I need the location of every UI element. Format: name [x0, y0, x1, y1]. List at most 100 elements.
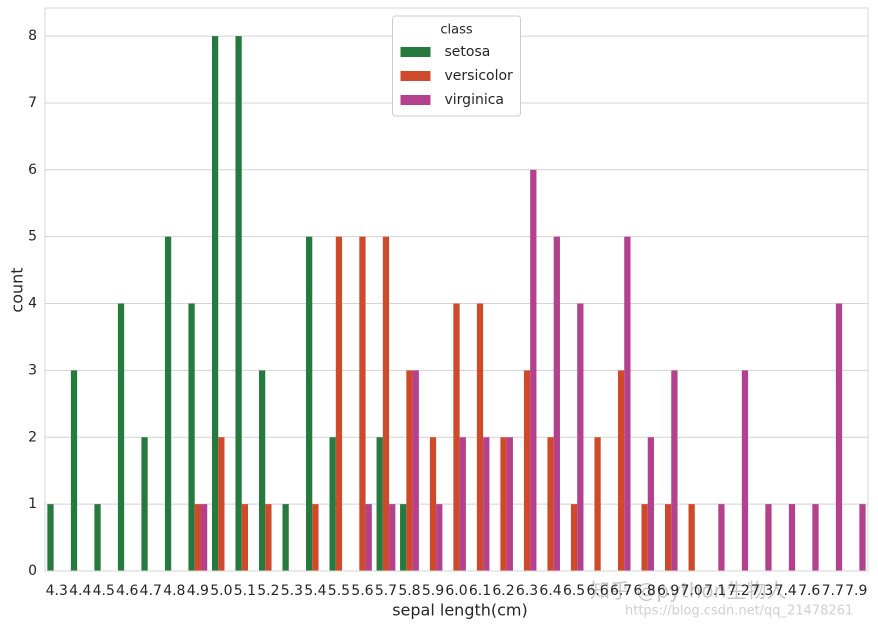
bar: [164, 236, 172, 572]
bar: [211, 36, 219, 572]
legend-title: class: [440, 23, 472, 38]
x-tick-label: 4.4: [69, 583, 91, 599]
bar: [476, 303, 484, 571]
x-tick-label: 5.9: [422, 583, 444, 599]
y-tick-label: 8: [28, 28, 37, 44]
bar: [812, 504, 819, 571]
y-tick-label: 0: [28, 563, 37, 579]
bar: [365, 504, 372, 571]
x-tick-label: 6.2: [492, 583, 514, 599]
bar: [94, 504, 101, 571]
bar: [218, 437, 225, 571]
bar: [547, 437, 554, 571]
y-tick-label: 4: [28, 296, 37, 312]
legend-swatch: [400, 71, 431, 81]
x-tick-label: 6.5: [563, 583, 585, 599]
x-tick-label: 4.8: [163, 583, 185, 599]
bar: [282, 504, 289, 571]
x-axis-label: sepal length(cm): [392, 601, 528, 620]
y-tick-label: 3: [28, 362, 37, 378]
bar: [647, 437, 655, 571]
bar: [506, 437, 513, 571]
x-tick-label: 6.4: [539, 583, 561, 599]
bar: [241, 504, 249, 571]
legend-label: virginica: [445, 92, 505, 108]
legend: class setosa versicolor virginica: [392, 15, 521, 117]
bar: [47, 504, 54, 571]
x-tick-label: 5.5: [328, 583, 350, 599]
bar: [835, 303, 843, 571]
x-tick-label: 5.0: [210, 583, 232, 599]
plot-frame: [44, 7, 869, 572]
x-tick-label: 6.1: [469, 583, 491, 599]
legend-frame: [392, 15, 521, 117]
x-tick-label: 6.3: [516, 583, 538, 599]
y-tick-label: 1: [28, 496, 37, 512]
bar: [553, 236, 560, 572]
bar: [459, 437, 466, 571]
x-tick-label: 4.9: [187, 583, 209, 599]
bar: [570, 504, 578, 571]
bar: [329, 437, 336, 571]
bar: [400, 504, 407, 571]
bar: [617, 370, 625, 571]
bar: [577, 303, 584, 571]
bar: [188, 303, 195, 571]
bar: [765, 504, 772, 571]
y-tick-label: 7: [28, 95, 37, 111]
bar: [389, 504, 396, 571]
y-tick-label: 6: [28, 162, 37, 178]
x-tick-label: 5.8: [398, 583, 420, 599]
bar: [664, 504, 672, 571]
x-tick-label: 7.2: [728, 583, 750, 599]
watermark-url: https://blog.csdn.net/qq_21478261: [625, 604, 853, 619]
x-tick-label: 6.8: [633, 583, 655, 599]
x-tick-label: 7.7: [822, 583, 844, 599]
bar: [530, 169, 537, 571]
bar: [194, 504, 201, 571]
bar: [453, 303, 460, 571]
bar: [306, 236, 313, 572]
bar: [671, 370, 678, 571]
bar: [788, 504, 796, 571]
x-tick-label: 7.1: [704, 583, 726, 599]
bar: [406, 370, 413, 571]
bar: [117, 303, 125, 571]
bar: [641, 504, 648, 571]
x-tick-label: 6.7: [610, 583, 632, 599]
bar: [688, 504, 695, 571]
bar: [359, 236, 366, 572]
x-tick-label: 4.5: [93, 583, 115, 599]
bar: [859, 504, 866, 571]
bar: [376, 437, 383, 571]
bar: [500, 437, 507, 571]
bar: [258, 370, 266, 571]
y-axis-label: count: [8, 267, 27, 312]
bar: [741, 370, 749, 571]
x-tick-label: 6.6: [586, 583, 608, 599]
bar: [624, 236, 631, 572]
y-tick-label: 5: [28, 229, 37, 245]
legend-swatch: [400, 47, 431, 57]
bar: [335, 236, 343, 572]
x-tick-label: 7.9: [845, 583, 867, 599]
bar: [382, 236, 390, 572]
bar: [718, 504, 725, 571]
x-tick-label: 7.4: [775, 583, 797, 599]
x-tick-label: 7.6: [798, 583, 820, 599]
x-tick-label: 4.6: [116, 583, 138, 599]
x-tick-label: 6.9: [657, 583, 679, 599]
bar: [483, 437, 490, 571]
x-tick-label: 7.3: [751, 583, 773, 599]
bar: [412, 370, 419, 571]
bar: [235, 36, 242, 572]
x-tick-label: 4.3: [46, 583, 68, 599]
x-tick-label: 5.6: [351, 583, 373, 599]
legend-label: versicolor: [445, 68, 514, 84]
bar: [429, 437, 437, 571]
watermark: 知乎 @python生物人: [590, 579, 786, 603]
bar: [312, 504, 319, 571]
bar: [523, 370, 531, 571]
bar: [70, 370, 78, 571]
